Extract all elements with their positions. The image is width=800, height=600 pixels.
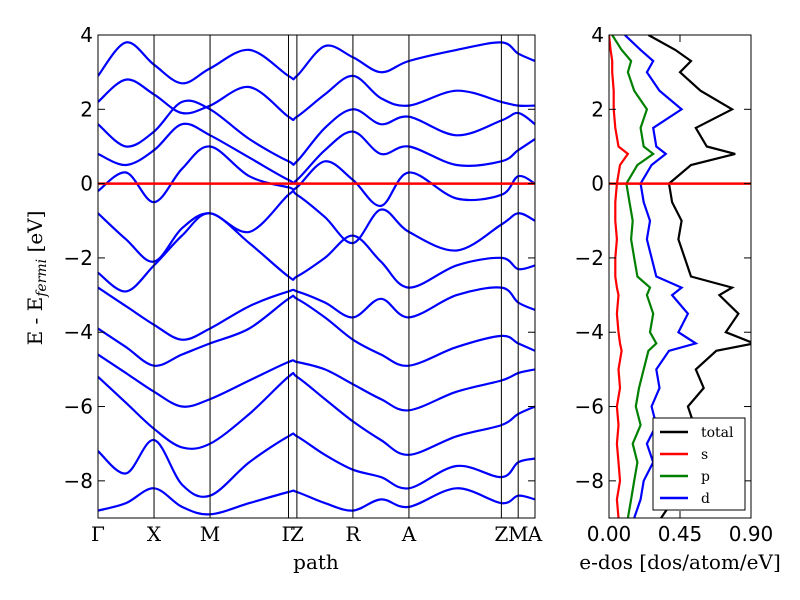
dos-panel: 4 2 0 −2 −4 −6 −8 0.00 0.45 0.90 e-dos [dos/atom…: [575, 23, 781, 574]
legend-label-total: total: [701, 425, 734, 441]
dos-xtick-label: 0.00: [587, 522, 632, 546]
dos-line-p: [611, 35, 658, 518]
band-ytick-label: −8: [64, 469, 93, 493]
band-x-axis-label: path: [293, 550, 339, 574]
band-line-3: [98, 371, 535, 456]
kpoint-label-5: Z: [290, 522, 304, 546]
band-lines: [98, 41, 535, 516]
kpoint-divider-lines: [153, 35, 519, 518]
band-y-label-suffix: [eV]: [23, 211, 47, 259]
band-ytick-label: 0: [80, 172, 93, 196]
kpoint-label-3: M: [200, 522, 220, 546]
dos-xtick-label: 0.90: [729, 522, 774, 546]
band-y-ticks: 4 2 0 −2 −4 −6 −8: [64, 23, 535, 493]
band-line-10: [98, 122, 535, 185]
dos-x-ticks: 0.00 0.45 0.90: [587, 35, 774, 546]
dos-ytick-label: −4: [575, 320, 604, 344]
kpoint-label-2: X: [147, 522, 162, 546]
band-structure-panel: 420−2−4−6−8 Γ X M ΓZ R A Z M A path E - Efermi […: [23, 23, 543, 574]
kpoint-label-6: R: [345, 522, 361, 546]
band-line-13: [98, 41, 535, 85]
legend-box: [652, 417, 746, 511]
band-line-7: [98, 212, 535, 293]
legend-label-p: p: [701, 469, 710, 485]
band-y-label-prefix: E - E: [23, 297, 47, 346]
band-axes-frame: [97, 34, 536, 519]
dos-ytick-label: 2: [591, 97, 604, 121]
band-line-5: [98, 294, 535, 367]
band-line-1: [98, 487, 535, 516]
band-ytick-label: 4: [80, 23, 93, 47]
dos-ytick-label: −2: [575, 246, 604, 270]
band-line-2: [98, 432, 535, 498]
band-line-4: [98, 353, 535, 412]
dos-ytick-label: −6: [575, 395, 604, 419]
band-y-axis-label: E - Efermi [eV]: [23, 211, 50, 346]
kpoint-label-8: Z: [494, 522, 508, 546]
band-line-12: [98, 74, 535, 122]
band-ytick-label: −2: [64, 246, 93, 270]
legend-label-s: s: [701, 447, 708, 463]
band-line-8: [98, 189, 535, 263]
dos-ytick-label: −8: [575, 469, 604, 493]
kpoint-label-4: Γ: [282, 522, 296, 546]
band-ytick-label: −4: [64, 320, 93, 344]
kpoint-label-10: A: [527, 522, 543, 546]
legend-label-d: d: [701, 491, 710, 507]
dos-xtick-label: 0.45: [658, 522, 703, 546]
kpoint-label-9: M: [508, 522, 528, 546]
band-line-9: [98, 145, 535, 207]
kpoint-label-7: A: [401, 522, 417, 546]
dos-x-axis-label: e-dos [dos/atom/eV]: [579, 550, 781, 574]
band-ytick-label: −6: [64, 395, 93, 419]
dos-legend: total spd: [652, 417, 746, 511]
dos-ytick-label: 0: [591, 172, 604, 196]
band-line-11: [98, 99, 535, 166]
dos-y-ticks: 4 2 0 −2 −4 −6 −8: [575, 23, 751, 493]
dos-ytick-label: 4: [591, 23, 604, 47]
band-line-6: [98, 286, 535, 341]
band-y-label-subscript: fermi: [34, 259, 50, 298]
kpoint-label-1: Γ: [91, 522, 105, 546]
band-x-ticks: Γ X M ΓZ R A Z M A: [91, 522, 543, 546]
band-ytick-label: 2: [80, 97, 93, 121]
